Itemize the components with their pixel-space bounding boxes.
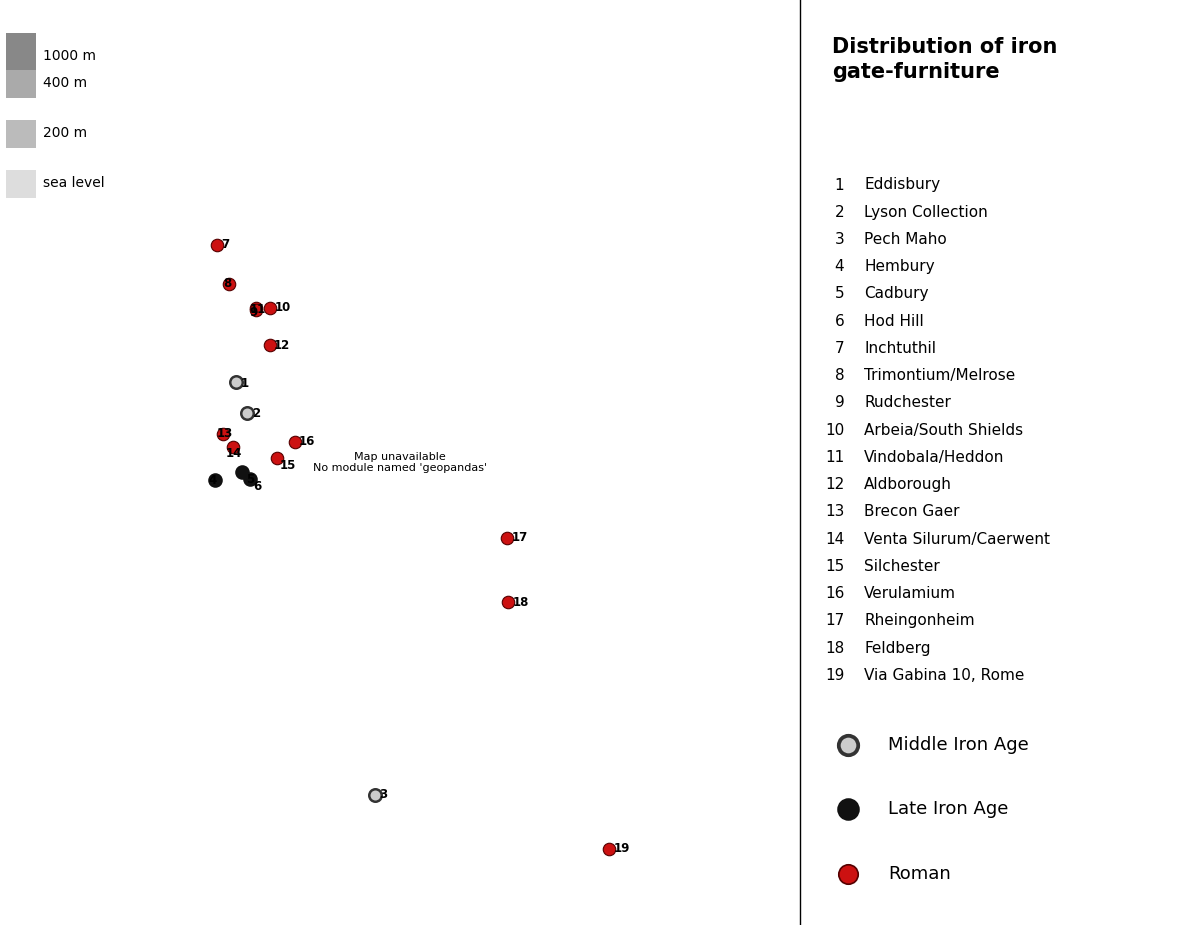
Text: Brecon Gaer: Brecon Gaer: [864, 504, 960, 519]
Text: 12: 12: [826, 477, 845, 492]
Text: Hod Hill: Hod Hill: [864, 314, 924, 328]
Text: 15: 15: [280, 460, 296, 473]
Text: 5: 5: [246, 473, 254, 486]
Text: 4: 4: [209, 474, 217, 487]
Text: Venta Silurum/Caerwent: Venta Silurum/Caerwent: [864, 532, 1050, 547]
Text: Rheingonheim: Rheingonheim: [864, 613, 974, 628]
Text: Pech Maho: Pech Maho: [864, 232, 947, 247]
Text: Map unavailable
No module named 'geopandas': Map unavailable No module named 'geopand…: [313, 451, 487, 474]
Text: 4: 4: [835, 259, 845, 274]
Text: Eddisbury: Eddisbury: [864, 178, 941, 192]
Text: 1: 1: [241, 377, 248, 390]
Text: Arbeia/South Shields: Arbeia/South Shields: [864, 423, 1024, 438]
Text: Middle Iron Age: Middle Iron Age: [888, 735, 1030, 754]
Text: Cadbury: Cadbury: [864, 287, 929, 302]
Text: sea level: sea level: [43, 176, 104, 191]
Text: 14: 14: [826, 532, 845, 547]
Text: 13: 13: [824, 504, 845, 519]
Text: 5: 5: [835, 287, 845, 302]
Text: 3: 3: [835, 232, 845, 247]
Text: 11: 11: [250, 303, 266, 316]
Text: Feldberg: Feldberg: [864, 640, 931, 656]
Text: 9: 9: [835, 395, 845, 411]
Text: 7: 7: [835, 341, 845, 356]
Text: 10: 10: [826, 423, 845, 438]
Text: 17: 17: [826, 613, 845, 628]
Text: 8: 8: [835, 368, 845, 383]
FancyBboxPatch shape: [6, 120, 36, 148]
Text: 14: 14: [226, 447, 242, 460]
Text: 12: 12: [274, 339, 290, 352]
Text: 1: 1: [835, 178, 845, 192]
Text: 400 m: 400 m: [43, 76, 88, 91]
Text: Rudchester: Rudchester: [864, 395, 952, 411]
Text: 3: 3: [379, 788, 388, 801]
FancyBboxPatch shape: [6, 33, 36, 80]
Text: Aldborough: Aldborough: [864, 477, 953, 492]
Text: 9: 9: [250, 306, 258, 319]
FancyBboxPatch shape: [6, 170, 36, 198]
Text: 13: 13: [216, 427, 233, 440]
Text: Lyson Collection: Lyson Collection: [864, 204, 988, 220]
Text: 7: 7: [222, 238, 229, 251]
Text: Trimontium/Melrose: Trimontium/Melrose: [864, 368, 1015, 383]
Text: Distribution of iron
gate-furniture: Distribution of iron gate-furniture: [833, 37, 1057, 81]
Text: Via Gabina 10, Rome: Via Gabina 10, Rome: [864, 668, 1025, 683]
Text: Inchtuthil: Inchtuthil: [864, 341, 936, 356]
Text: Late Iron Age: Late Iron Age: [888, 800, 1009, 819]
Text: 18: 18: [512, 596, 529, 609]
Text: 6: 6: [253, 480, 262, 493]
Text: 8: 8: [223, 278, 232, 290]
Text: 2: 2: [252, 407, 260, 420]
Text: 16: 16: [824, 586, 845, 601]
Text: 16: 16: [299, 436, 316, 449]
Text: 6: 6: [835, 314, 845, 328]
Text: 10: 10: [275, 302, 292, 314]
Text: 2: 2: [835, 204, 845, 220]
Text: Roman: Roman: [888, 865, 952, 883]
Text: 15: 15: [826, 559, 845, 574]
Text: Vindobala/Heddon: Vindobala/Heddon: [864, 450, 1004, 465]
Text: 200 m: 200 m: [43, 126, 88, 141]
Text: Silchester: Silchester: [864, 559, 940, 574]
Text: 17: 17: [511, 531, 528, 544]
Text: 19: 19: [613, 843, 630, 856]
FancyBboxPatch shape: [6, 70, 36, 98]
Text: Verulamium: Verulamium: [864, 586, 956, 601]
Text: Hembury: Hembury: [864, 259, 935, 274]
Text: 11: 11: [826, 450, 845, 465]
Text: 1000 m: 1000 m: [43, 49, 96, 64]
Text: 19: 19: [824, 668, 845, 683]
Text: 18: 18: [826, 640, 845, 656]
